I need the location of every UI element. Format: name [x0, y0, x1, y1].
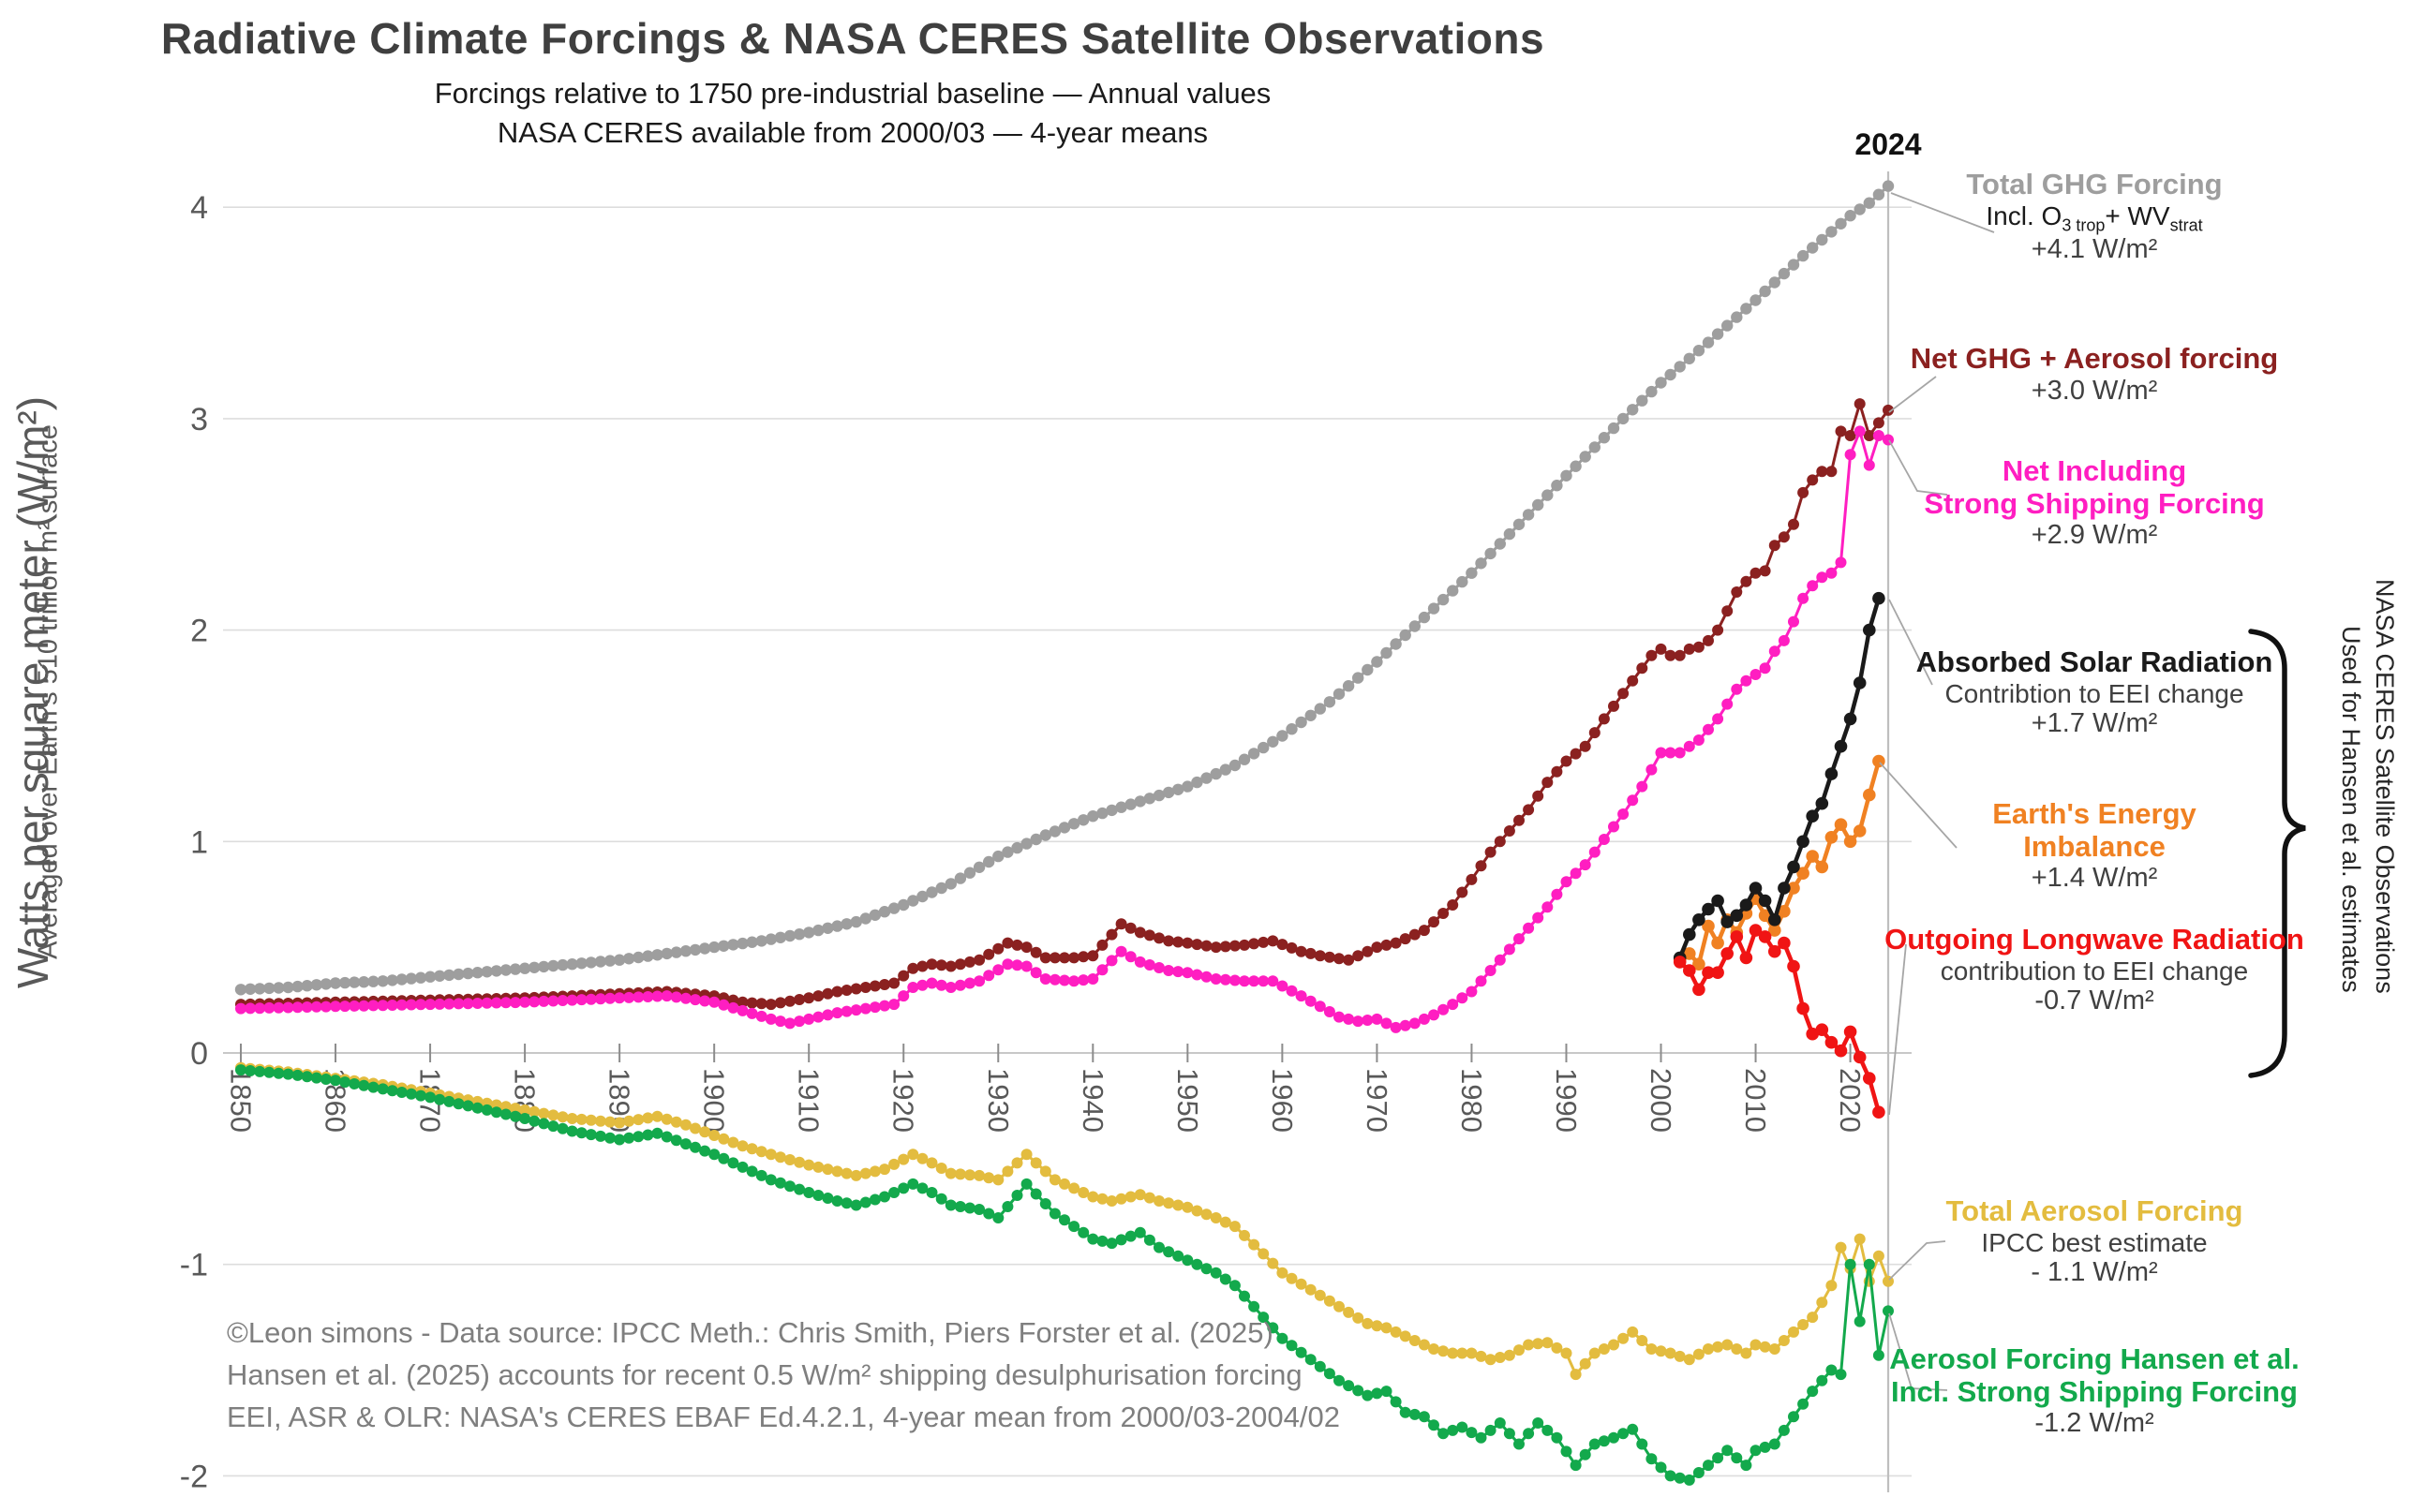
axis-ticks: 43210-1-21850186018701880189019001910192…	[180, 190, 1867, 1494]
footer-line-2: Hansen et al. (2025) accounts for recent…	[227, 1358, 1303, 1391]
svg-text:-1: -1	[180, 1248, 208, 1283]
annotation-title: Net GHG + Aerosol forcing	[1910, 342, 2279, 375]
chart-subtitle-1: Forcings relative to 1750 pre-industrial…	[434, 77, 1272, 110]
data-series	[234, 180, 1895, 1486]
year-2024-label: 2024	[1854, 127, 1922, 161]
svg-text:1970: 1970	[1361, 1068, 1393, 1133]
svg-text:0: 0	[190, 1036, 208, 1072]
annotation-value: +1.7 W/m²	[2031, 708, 2158, 739]
annotation-subline: contribution to EEI change	[1940, 956, 2249, 986]
svg-text:1940: 1940	[1077, 1068, 1109, 1133]
svg-text:1980: 1980	[1455, 1068, 1488, 1133]
svg-text:3: 3	[190, 402, 208, 437]
annotation-hansen-aerosol: Aerosol Forcing Hansen et al. Incl. Stro…	[1860, 1342, 2329, 1439]
svg-text:1960: 1960	[1266, 1068, 1299, 1133]
annotation-net-ghg-aerosol: Net GHG + Aerosol forcing +3.0 W/m²	[1860, 342, 2329, 406]
svg-text:2020: 2020	[1834, 1068, 1867, 1133]
annotation-subline: Incl. O3 trop+ WVstrat	[1986, 200, 2203, 235]
svg-text:1900: 1900	[698, 1068, 731, 1133]
curly-brace	[2248, 629, 2306, 1078]
annotation-title-line2: Imbalance	[2023, 829, 2166, 863]
svg-text:2: 2	[190, 614, 208, 649]
annotation-net-shipping: Net Including Strong Shipping Forcing +2…	[1860, 454, 2329, 551]
annotation-title: Aerosol Forcing Hansen et al.	[1889, 1342, 2300, 1375]
annotation-value: +1.4 W/m²	[2031, 863, 2158, 894]
annotation-subline: Contribtion to EEI change	[1944, 678, 2244, 708]
annotation-title: Outgoing Longwave Radiation	[1884, 923, 2304, 956]
svg-text:1910: 1910	[793, 1068, 826, 1133]
svg-text:1920: 1920	[887, 1068, 920, 1133]
annotation-value: +3.0 W/m²	[2031, 375, 2158, 406]
svg-text:1990: 1990	[1550, 1068, 1583, 1133]
annotation-asr: Absorbed Solar Radiation Contribtion to …	[1860, 645, 2329, 739]
side-label-line1: NASA CERES Satellite Observations	[2371, 579, 2399, 994]
annotation-leader-lines	[1879, 192, 1995, 1391]
svg-text:2000: 2000	[1645, 1068, 1677, 1133]
footer-line-3: EEI, ASR & OLR: NASA's CERES EBAF Ed.4.2…	[227, 1401, 1340, 1433]
svg-text:1930: 1930	[982, 1068, 1015, 1133]
annotation-subline: IPCC best estimate	[1981, 1227, 2208, 1257]
annotation-title-line2: Incl. Strong Shipping Forcing	[1891, 1374, 2298, 1408]
annotation-title: Net Including	[2002, 454, 2187, 487]
source-footer: ©Leon simons - Data source: IPCC Meth.: …	[227, 1312, 1340, 1438]
annotation-title: Total Aerosol Forcing	[1945, 1194, 2243, 1227]
svg-text:4: 4	[190, 190, 208, 226]
chart-subtitle-2: NASA CERES available from 2000/03 — 4-ye…	[497, 116, 1209, 149]
y-axis-subtitle: Averaged over Earth's 510 trillion m² su…	[33, 424, 64, 959]
svg-text:1950: 1950	[1171, 1068, 1204, 1133]
side-label-line2: Used for Hansen et al. estimates	[2337, 626, 2365, 993]
svg-text:1: 1	[190, 824, 208, 860]
annotation-eei: Earth's Energy Imbalance +1.4 W/m²	[1860, 797, 2329, 894]
annotation-value: +2.9 W/m²	[2031, 520, 2158, 551]
chart-title: Radiative Climate Forcings & NASA CERES …	[160, 14, 1545, 63]
svg-text:-2: -2	[180, 1459, 208, 1494]
annotation-value: - 1.1 W/m²	[2031, 1257, 2158, 1288]
footer-line-1: ©Leon simons - Data source: IPCC Meth.: …	[227, 1316, 1273, 1349]
annotation-olr: Outgoing Longwave Radiation contribution…	[1860, 923, 2329, 1016]
gridlines	[223, 206, 1912, 1477]
annotation-title: Total GHG Forcing	[1966, 168, 2223, 200]
svg-text:1850: 1850	[225, 1068, 258, 1133]
annotation-value: -0.7 W/m²	[2034, 986, 2154, 1016]
annotation-value: -1.2 W/m²	[2034, 1408, 2154, 1439]
svg-text:2010: 2010	[1739, 1068, 1772, 1133]
annotation-total-aerosol: Total Aerosol Forcing IPCC best estimate…	[1860, 1194, 2329, 1288]
annotation-title-line2: Strong Shipping Forcing	[1924, 486, 2265, 520]
title-block: Radiative Climate Forcings & NASA CERES …	[56, 13, 1649, 150]
annotation-value: +4.1 W/m²	[2031, 234, 2158, 265]
annotation-title: Earth's Energy	[1992, 797, 2196, 830]
annotation-title: Absorbed Solar Radiation	[1915, 645, 2273, 678]
annotation-total-ghg: Total GHG Forcing Incl. O3 trop+ WVstrat…	[1860, 168, 2329, 265]
